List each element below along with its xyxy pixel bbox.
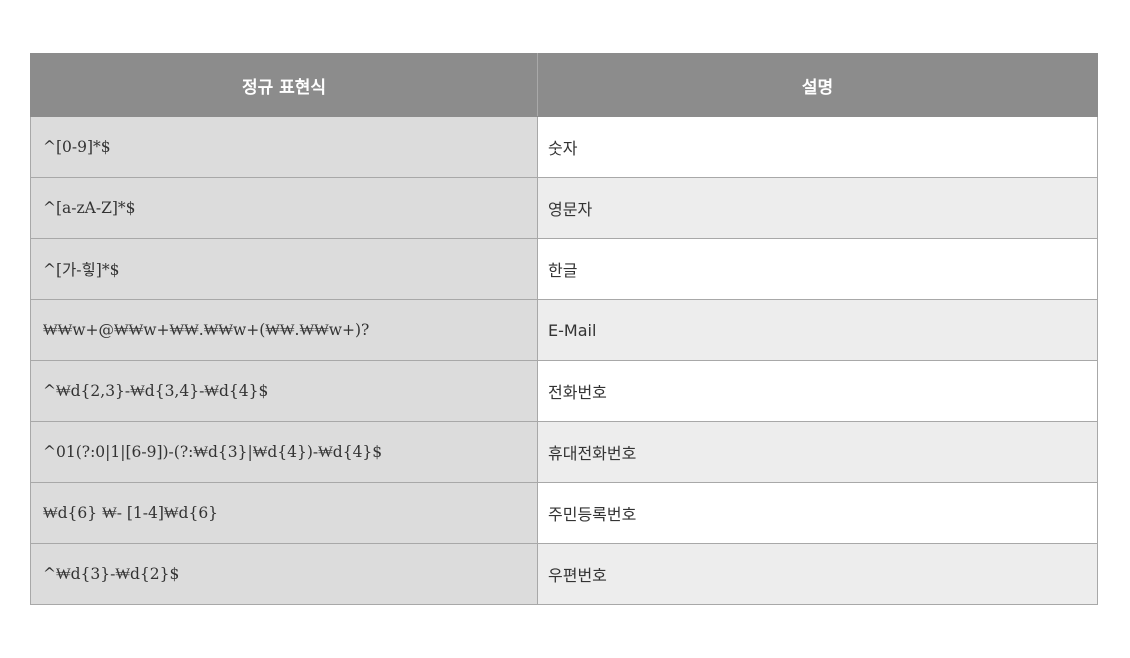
table-row: ^₩d{3}-₩d{2}$ 우편번호 bbox=[30, 543, 1098, 605]
pattern-cell: ₩₩w+@₩₩w+₩₩.₩₩w+(₩₩.₩₩w+)? bbox=[30, 299, 538, 361]
pattern-cell: ^01(?:0|1|[6-9])-(?:₩d{3}|₩d{4})-₩d{4}$ bbox=[30, 421, 538, 483]
description-cell: 한글 bbox=[537, 238, 1098, 300]
column-header-pattern: 정규 표현식 bbox=[30, 53, 538, 117]
description-cell: E-Mail bbox=[537, 299, 1098, 361]
table-row: ^01(?:0|1|[6-9])-(?:₩d{3}|₩d{4})-₩d{4}$ … bbox=[30, 421, 1098, 483]
regex-table: 정규 표현식 설명 ^[0-9]*$ 숫자 ^[a-zA-Z]*$ 영문자 ^[… bbox=[30, 53, 1098, 605]
description-cell: 휴대전화번호 bbox=[537, 421, 1098, 483]
table-row: ^₩d{2,3}-₩d{3,4}-₩d{4}$ 전화번호 bbox=[30, 360, 1098, 422]
table-row: ^[가-힣]*$ 한글 bbox=[30, 238, 1098, 300]
pattern-cell: ^[a-zA-Z]*$ bbox=[30, 177, 538, 239]
description-cell: 전화번호 bbox=[537, 360, 1098, 422]
pattern-cell: ^₩d{2,3}-₩d{3,4}-₩d{4}$ bbox=[30, 360, 538, 422]
table-row: ₩₩w+@₩₩w+₩₩.₩₩w+(₩₩.₩₩w+)? E-Mail bbox=[30, 299, 1098, 361]
pattern-cell: ₩d{6} ₩- [1-4]₩d{6} bbox=[30, 482, 538, 544]
pattern-cell: ^[가-힣]*$ bbox=[30, 238, 538, 300]
pattern-cell: ^[0-9]*$ bbox=[30, 116, 538, 178]
table-header-row: 정규 표현식 설명 bbox=[30, 53, 1098, 117]
table-row: ^[0-9]*$ 숫자 bbox=[30, 116, 1098, 178]
pattern-cell: ^₩d{3}-₩d{2}$ bbox=[30, 543, 538, 605]
description-cell: 우편번호 bbox=[537, 543, 1098, 605]
description-cell: 영문자 bbox=[537, 177, 1098, 239]
table-row: ^[a-zA-Z]*$ 영문자 bbox=[30, 177, 1098, 239]
column-header-description: 설명 bbox=[537, 53, 1098, 117]
description-cell: 주민등록번호 bbox=[537, 482, 1098, 544]
table-row: ₩d{6} ₩- [1-4]₩d{6} 주민등록번호 bbox=[30, 482, 1098, 544]
description-cell: 숫자 bbox=[537, 116, 1098, 178]
